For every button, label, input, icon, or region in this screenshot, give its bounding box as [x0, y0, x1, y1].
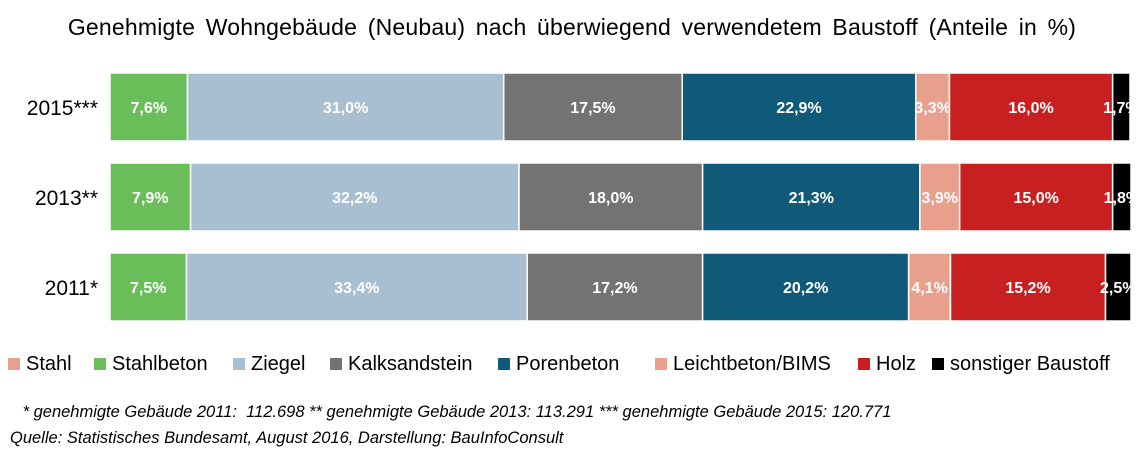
legend-swatch	[8, 358, 20, 370]
bar-segment-leichtbeton-bims	[919, 162, 961, 232]
data-label: 18,0%	[588, 190, 633, 207]
data-label: 1,7%	[1103, 100, 1139, 117]
data-label: 20,2%	[783, 280, 828, 297]
legend-swatch	[498, 358, 510, 370]
bar-segment-stahlbeton	[109, 252, 188, 322]
legend-swatch	[233, 358, 245, 370]
bar-segment-stahlbeton	[109, 162, 192, 232]
bar-segment-leichtbeton-bims	[907, 252, 952, 322]
data-label: 22,9%	[776, 100, 821, 117]
bar-segment-stahlbeton	[109, 72, 189, 142]
legend-label: Stahl	[26, 353, 72, 375]
data-label: 33,4%	[334, 280, 379, 297]
data-label: 15,0%	[1013, 190, 1058, 207]
data-label: 17,5%	[570, 100, 615, 117]
legend-label: sonstiger Baustoff	[950, 353, 1110, 375]
bar-segment-ziegel	[189, 162, 520, 232]
data-label: 1,8%	[1104, 190, 1140, 207]
bar-segment-kalksandstein	[518, 162, 704, 232]
footnote: * genehmigte Gebäude 2011: 112.698 ** ge…	[18, 403, 892, 421]
bar-segment-sonstiger-baustoff	[1111, 162, 1132, 232]
legend-label: Leichtbeton/BIMS	[673, 353, 831, 375]
bar-segment-holz	[949, 252, 1107, 322]
data-label: 2,5%	[1100, 280, 1136, 297]
chart-title: Genehmigte Wohngebäude (Neubau) nach übe…	[67, 14, 1077, 40]
data-label: 4,1%	[911, 280, 947, 297]
legend-swatch	[655, 358, 667, 370]
bar-segment-kalksandstein	[526, 252, 704, 322]
data-label: 15,2%	[1005, 280, 1050, 297]
data-label: 3,9%	[922, 190, 958, 207]
legend-label: Ziegel	[251, 353, 305, 375]
bar-segment-kalksandstein	[502, 72, 683, 142]
data-label: 3,3%	[914, 100, 950, 117]
category-label: 2011*	[45, 277, 98, 300]
legend-swatch	[94, 358, 106, 370]
legend-swatch	[330, 358, 342, 370]
data-label: 31,0%	[323, 100, 368, 117]
bar-segment-sonstiger-baustoff	[1111, 72, 1131, 142]
data-label: 21,3%	[789, 190, 834, 207]
data-label: 7,5%	[130, 280, 166, 297]
bar-segment-ziegel	[186, 72, 505, 142]
data-label: 7,9%	[132, 190, 168, 207]
source-note: Quelle: Statistisches Bundesamt, August …	[10, 429, 564, 447]
legend-swatch	[932, 358, 944, 370]
bar-segment-ziegel	[185, 252, 528, 322]
bar-segment-porenbeton	[701, 162, 921, 232]
category-label: 2015***	[27, 97, 98, 120]
bar-segment-leichtbeton-bims	[915, 72, 951, 142]
bar-segment-porenbeton	[701, 252, 910, 322]
legend-label: Porenbeton	[516, 353, 619, 375]
legend-label: Kalksandstein	[348, 353, 473, 375]
data-label: 16,0%	[1008, 100, 1053, 117]
category-label: 2013**	[35, 187, 98, 210]
data-label: 17,2%	[592, 280, 637, 297]
bar-segment-holz	[948, 72, 1114, 142]
legend-swatch	[858, 358, 870, 370]
data-label: 7,6%	[131, 100, 167, 117]
legend-label: Stahlbeton	[112, 353, 208, 375]
bar-segment-holz	[958, 162, 1114, 232]
legend-label: Holz	[876, 353, 916, 375]
data-label: 32,2%	[332, 190, 377, 207]
bar-segment-sonstiger-baustoff	[1104, 252, 1132, 322]
bar-segment-porenbeton	[681, 72, 917, 142]
